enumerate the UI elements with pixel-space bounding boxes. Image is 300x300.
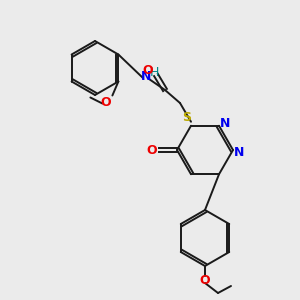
Text: O: O [200,274,210,286]
Text: O: O [143,64,153,76]
Text: O: O [147,143,157,157]
Text: O: O [100,96,111,109]
Text: N: N [220,117,230,130]
Text: N: N [141,70,151,83]
Text: N: N [234,146,244,158]
Text: H: H [149,67,159,80]
Text: S: S [182,111,191,124]
